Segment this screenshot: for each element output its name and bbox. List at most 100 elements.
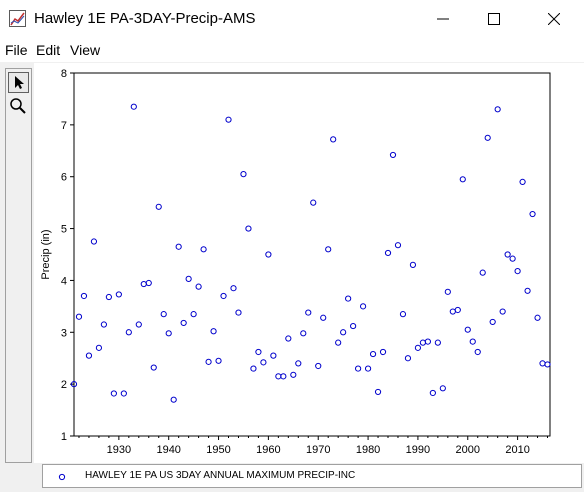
data-point: [509, 255, 516, 262]
data-point: [115, 291, 122, 298]
data-point: [345, 295, 352, 302]
y-tick-label: 7: [61, 120, 67, 132]
data-point: [414, 344, 422, 351]
data-point: [320, 314, 327, 321]
data-point: [409, 261, 417, 268]
app-icon: [9, 10, 26, 27]
data-point: [444, 288, 451, 295]
y-tick-label: 4: [61, 275, 67, 287]
data-point: [230, 285, 237, 292]
data-point: [250, 365, 257, 372]
data-point: [315, 362, 322, 370]
data-point: [434, 339, 441, 346]
data-point: [190, 311, 197, 318]
zoom-tool-button[interactable]: [8, 96, 29, 117]
data-point: [195, 283, 202, 290]
maximize-icon: [488, 13, 500, 25]
data-point: [310, 199, 317, 206]
data-point: [85, 352, 93, 359]
data-point: [105, 293, 112, 301]
x-tick-label: 1930: [107, 444, 131, 456]
menu-file[interactable]: File: [5, 42, 28, 58]
data-point: [479, 269, 486, 276]
data-point: [464, 326, 471, 333]
window-title: Hawley 1E PA-3DAY-Precip-AMS: [34, 10, 256, 27]
data-point: [225, 116, 232, 123]
plot-area[interactable]: 1 2 3 4 5 6 7 8 1930 1940 1950 1960 1970 1980 1990 2000…: [34, 63, 584, 463]
data-point: [270, 352, 277, 359]
data-point: [255, 348, 262, 356]
x-tick-label: 1970: [306, 444, 330, 456]
data-point: [80, 292, 88, 300]
data-point: [285, 335, 292, 342]
y-tick-label: 3: [61, 327, 67, 339]
data-point: [300, 330, 307, 337]
data-point: [494, 106, 501, 113]
maximize-button[interactable]: [471, 0, 517, 38]
data-point: [75, 313, 83, 320]
data-point: [459, 176, 466, 183]
data-point: [130, 103, 137, 110]
x-tick-label: 1950: [206, 444, 230, 456]
select-tool-button[interactable]: [8, 72, 29, 93]
data-point: [454, 306, 461, 314]
menu-view[interactable]: View: [70, 42, 101, 58]
x-tick-label: 1990: [406, 444, 430, 456]
data-point: [135, 321, 142, 328]
data-point: [340, 329, 347, 336]
x-tick-label: 1980: [356, 444, 380, 456]
data-point: [155, 203, 162, 210]
data-point: [369, 350, 377, 358]
legend: HAWLEY 1E PA US 3DAY ANNUAL MAXIMUM PREC…: [42, 464, 582, 488]
data-point: [220, 292, 227, 300]
data-point: [150, 364, 157, 371]
close-button[interactable]: [531, 0, 577, 38]
data-point: [534, 314, 541, 321]
y-tick-label: 8: [61, 68, 67, 80]
data-point: [544, 361, 551, 368]
x-tick-label: 1960: [256, 444, 280, 456]
data-point: [424, 338, 431, 345]
data-point: [384, 249, 392, 257]
data-point: [364, 365, 372, 372]
data-point: [449, 308, 456, 315]
data-point: [519, 178, 526, 186]
data-point: [439, 385, 446, 392]
data-point: [100, 321, 108, 328]
data-point: [379, 348, 387, 356]
y-tick-label: 1: [61, 431, 67, 443]
data-point: [185, 275, 192, 282]
data-point: [165, 330, 172, 337]
x-tick-label: 2010: [505, 444, 529, 456]
data-point: [290, 371, 297, 378]
y-tick-label: 6: [61, 172, 67, 184]
minimize-button[interactable]: [420, 0, 466, 38]
data-point: [215, 357, 222, 364]
data-point: [429, 389, 436, 397]
x-tick-label: 2000: [456, 444, 480, 456]
data-point: [374, 388, 382, 396]
data-point: [110, 390, 117, 397]
data-point: [260, 359, 267, 366]
data-point: [529, 210, 536, 218]
pointer-arrow-icon: [15, 76, 24, 89]
data-point: [419, 339, 427, 346]
data-point: [295, 360, 302, 367]
data-point: [275, 373, 282, 380]
menu-edit[interactable]: Edit: [36, 42, 61, 58]
data-point: [474, 348, 481, 356]
data-point: [180, 319, 187, 327]
plot-frame: [73, 72, 551, 437]
data-point: [200, 246, 207, 253]
data-point: [469, 338, 476, 345]
legend-entry: HAWLEY 1E PA US 3DAY ANNUAL MAXIMUM PREC…: [85, 470, 356, 481]
y-axis-label: Precip (in): [40, 229, 52, 279]
data-point: [95, 344, 103, 351]
data-point: [205, 358, 212, 365]
data-point: [160, 311, 167, 318]
data-point: [350, 322, 357, 330]
close-icon: [548, 13, 560, 25]
data-point: [359, 303, 367, 310]
data-point: [210, 328, 217, 335]
data-point: [394, 242, 402, 249]
